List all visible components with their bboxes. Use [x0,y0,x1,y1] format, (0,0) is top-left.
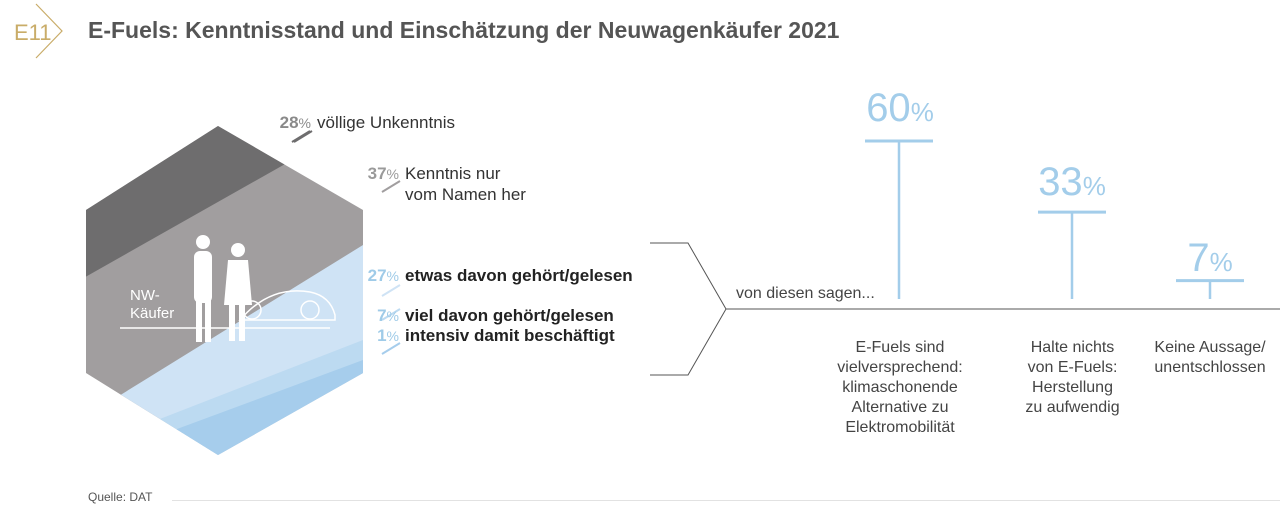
value-label-3: 7% [1187,236,1233,280]
segment-label-unkenntnis: 28% völlige Unkenntnis [279,113,455,132]
category-label-1: E-Fuels sind vielversprechend: klimascho… [837,339,963,436]
badge-chevron-icon [35,3,63,59]
hexagon-label-line1: NW- [130,287,160,304]
leader-ticks-lower [293,130,401,355]
segment-label-etwas-gehoert: 27% etwas davon gehört/gelesen [367,266,633,285]
chart-number-badge: E11 [14,20,52,45]
footer-divider [172,500,1280,501]
car-outline-icon [238,290,336,321]
segment-etwas-gehoert [86,130,363,455]
segment-label-intensiv: 1% intensiv damit beschäftigt [377,326,615,345]
header: E11 E-Fuels: Kenntnisstand und Einschätz… [0,0,1280,62]
bracket [650,242,727,376]
category-label-3: Keine Aussage/ unentschlossen [1154,339,1266,376]
value-label-2: 33% [1038,160,1106,204]
source-note: Quelle: DAT [88,490,153,504]
value-label-1: 60% [866,86,934,130]
people-silhouette-icon [194,235,252,342]
von-label: von diesen sagen... [736,285,875,302]
leader-ticks [291,130,311,143]
segment-label-viel-gehoert: 7% viel davon gehört/gelesen [377,306,614,325]
category-label-2: Halte nichts von E-Fuels: Herstellung zu… [1025,339,1120,416]
segment-label-kenntnis-namen: 37% Kenntnis nur vom Namen her [367,164,526,204]
hexagon-chart: NW- Käufer [86,126,363,455]
page-title: E-Fuels: Kenntnisstand und Einschätzung … [88,17,840,43]
hexagon-label-line2: Käufer [130,305,174,322]
